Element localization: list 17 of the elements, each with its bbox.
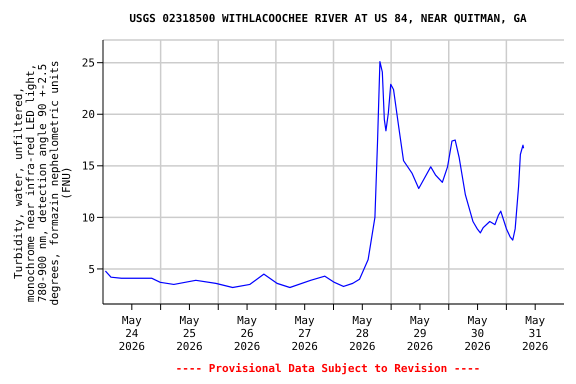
x-tick-label: May 25 2026	[176, 314, 203, 353]
y-tick-label: 25	[82, 56, 95, 70]
y-tick-label: 20	[82, 108, 95, 122]
y-tick-label: 5	[88, 262, 95, 276]
x-tick-label: May 28 2026	[349, 314, 376, 353]
y-tick-label: 10	[82, 211, 95, 224]
chart-title: USGS 02318500 WITHLACOOCHEE RIVER AT US 84, NEAR QUITMAN, GA	[128, 11, 528, 27]
x-tick-label: May 24 2026	[118, 314, 146, 353]
text: ---- Provisional Data Subject to Revision ----	[174, 362, 482, 375]
y-axis-title: Turbidity, water, unfiltered, monochrome near infra-red LED light, 780-900 nm, detection angle 90 +-2.5 degrees, formazin nephelometric units (FNU)	[12, 60, 73, 306]
x-tick-label: May 27 2026	[291, 314, 318, 353]
x-tick-label: May 31 2026	[522, 314, 548, 353]
x-tick-label: May 29 2026	[406, 314, 434, 353]
y-tick-label: 15	[82, 160, 95, 173]
line-series	[104, 61, 524, 288]
x-tick-label: May 30 2026	[464, 314, 491, 353]
x-tick-label: May 26 2026	[234, 314, 260, 353]
